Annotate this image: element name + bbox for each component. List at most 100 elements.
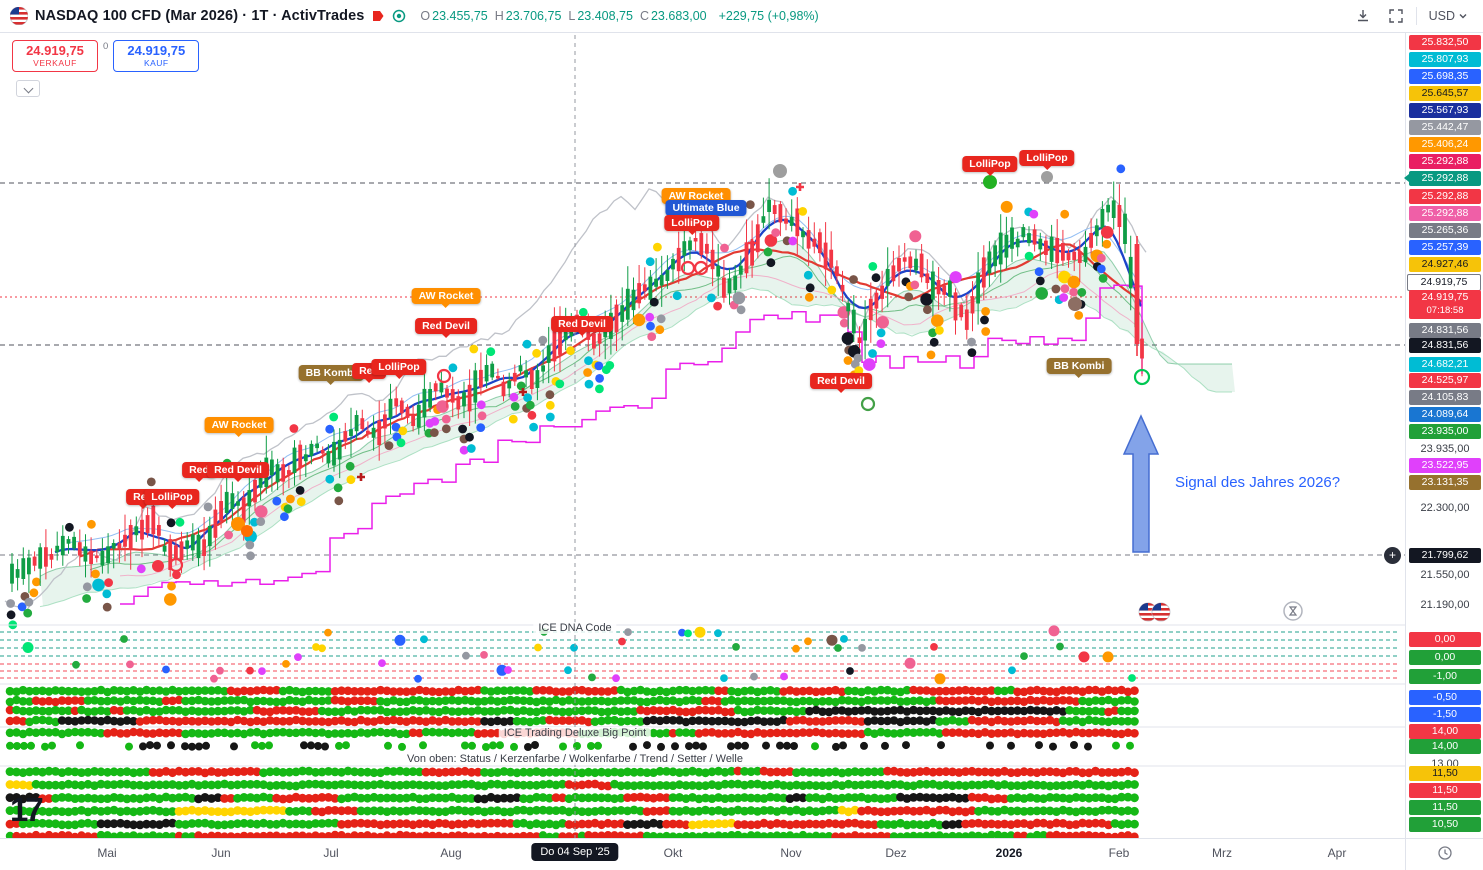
indicator-price-label: 11,50: [1409, 782, 1481, 798]
signal-callout[interactable]: BB Kombi: [1046, 358, 1112, 378]
indicator-price-label: 0,00: [1409, 649, 1481, 665]
dna-panel-title: ICE DNA Code: [533, 622, 617, 634]
crosshair-date-tooltip: Do 04 Sep '25: [531, 843, 619, 861]
buy-price: 24.919,75: [127, 43, 186, 58]
time-axis-label: Mai: [97, 846, 117, 860]
signal-callout[interactable]: Red Devil: [810, 373, 872, 393]
open-label: O: [420, 9, 431, 23]
signal-callout[interactable]: AW Rocket: [204, 417, 274, 437]
time-axis-label: Jul: [323, 846, 339, 860]
time-axis-label: Nov: [780, 846, 802, 860]
price-scale[interactable]: 25.832,50 25.807,93 25.698,35 25.645,57 25.5…: [1404, 32, 1483, 838]
indicator-price-label: 25.567,93: [1409, 102, 1481, 118]
teal-dot-icon[interactable]: [392, 9, 406, 23]
axis-price-label: 23.935,00: [1420, 442, 1470, 455]
axis-price-label: 21.190,00: [1420, 598, 1470, 611]
close-label: C: [639, 9, 649, 23]
indicator-price-label: 24.525,97: [1409, 372, 1481, 388]
deluxe-panel-subtitle: Von oben: Status / Kerzenfarbe / Wolkenf…: [402, 753, 748, 765]
indicator-price-label: 14,00: [1409, 738, 1481, 754]
collapse-chevron-icon: [23, 83, 34, 94]
indicator-price-label: 24.927,46: [1409, 256, 1481, 272]
indicator-price-label: 24.831,56: [1409, 322, 1481, 338]
indicator-price-label: 25.292,88: [1409, 153, 1481, 169]
symbol-title[interactable]: NASDAQ 100 CFD (Mar 2026) · 1T · ActivTr…: [35, 8, 365, 24]
indicator-price-label: 24.682,21: [1409, 356, 1481, 372]
indicator-price-label: 23.935,00: [1409, 423, 1481, 439]
add-alert-plus-button[interactable]: +: [1384, 547, 1401, 564]
signal-callout[interactable]: LolliPop: [371, 359, 427, 379]
high-label: H: [494, 9, 504, 23]
fullscreen-icon[interactable]: [1383, 5, 1409, 27]
indicator-price-label: 25.292,88: [1409, 205, 1481, 221]
time-axis-label: Dez: [885, 846, 907, 860]
axis-price-label: 22.300,00: [1420, 501, 1470, 514]
low-value: 23.408,75: [577, 9, 633, 23]
spread-value: 0: [103, 41, 109, 52]
sell-price: 24.919,75: [26, 43, 84, 58]
indicator-price-label: 25.442,47: [1409, 119, 1481, 135]
high-value: 23.706,75: [505, 9, 562, 23]
indicator-price-label: 21.799,62: [1409, 547, 1481, 563]
time-axis-label: 2026: [995, 846, 1023, 860]
us-flag-icon: [10, 7, 28, 25]
open-value: 23.455,75: [432, 9, 488, 23]
top-toolbar: NASDAQ 100 CFD (Mar 2026) · 1T · ActivTr…: [0, 0, 1483, 33]
main-chart-canvas[interactable]: [0, 0, 1405, 838]
signal-callout[interactable]: BB Kombi: [298, 365, 364, 385]
currency-value: USD: [1428, 9, 1455, 23]
indicator-price-label: 23.131,35: [1409, 474, 1481, 490]
signal-callout[interactable]: LolliPop: [144, 489, 200, 509]
indicator-price-label: 11,50: [1409, 799, 1481, 815]
tradingview-logo[interactable]: 17: [10, 791, 44, 828]
indicator-price-label: 25.645,57: [1409, 85, 1481, 101]
indicator-price-label: 24.105,83: [1409, 389, 1481, 405]
download-icon[interactable]: [1350, 5, 1376, 27]
indicator-price-label: 25.698,35: [1409, 68, 1481, 84]
collapse-chevron-button[interactable]: [16, 80, 40, 97]
indicator-price-label: 14,00: [1409, 723, 1481, 739]
time-axis-label: Aug: [440, 846, 462, 860]
indicator-price-label: 24.919,75: [1407, 273, 1481, 291]
time-axis-label: Mrz: [1212, 846, 1232, 860]
close-value: 23.683,00: [650, 9, 707, 23]
time-axis[interactable]: Mai Jun Jul Aug Okt Nov Dez 2026 Feb Mrz Apr Do 04…: [0, 838, 1483, 870]
indicator-price-label: 25.807,93: [1409, 51, 1481, 67]
change-value: +229,75 (+0,98%): [718, 9, 819, 23]
axis-corner-cell: [1405, 839, 1483, 870]
signal-callout[interactable]: Ultimate Blue: [665, 200, 747, 220]
time-axis-label: Okt: [663, 846, 683, 860]
signal-callout[interactable]: AW Rocket: [411, 288, 481, 308]
trade-widget: 24.919,75 VERKAUF 0 24.919,75 KAUF: [12, 40, 200, 72]
indicator-price-label: -0,50: [1409, 689, 1481, 705]
indicator-price-label: 25.406,24: [1409, 136, 1481, 152]
session-clock-icon[interactable]: [1437, 845, 1453, 866]
low-label: L: [568, 9, 576, 23]
indicator-price-label: -1,50: [1409, 706, 1481, 722]
indicator-price-label: 25.832,50: [1409, 34, 1481, 50]
time-axis-label: Feb: [1108, 846, 1130, 860]
sell-label: VERKAUF: [33, 58, 77, 68]
signal-callout[interactable]: LolliPop: [664, 215, 720, 235]
currency-selector[interactable]: USD: [1424, 6, 1473, 26]
indicator-price-label: 0,00: [1409, 631, 1481, 647]
axis-price-label: 21.550,00: [1420, 568, 1470, 581]
buy-button[interactable]: 24.919,75 KAUF: [113, 40, 200, 72]
indicator-price-label: 23.522,95: [1409, 457, 1481, 473]
indicator-price-label: -1,00: [1409, 668, 1481, 684]
signal-callout[interactable]: Red Devil: [207, 462, 269, 482]
indicator-price-label: 24.089,64: [1409, 406, 1481, 422]
ohlc-readout: O 23.455,75 H 23.706,75 L 23.408,75 C 23.683…: [413, 9, 706, 23]
chevron-down-icon: [1459, 14, 1467, 19]
indicator-price-label: 25.292,88: [1409, 188, 1481, 204]
signal-callout[interactable]: LolliPop: [962, 156, 1018, 176]
time-axis-label: Jun: [211, 846, 231, 860]
signal-annotation[interactable]: Signal des Jahres 2026?: [1175, 474, 1341, 491]
signal-callout[interactable]: Red Devil: [551, 316, 613, 336]
signal-callout[interactable]: Red Devil: [415, 318, 477, 338]
sell-button[interactable]: 24.919,75 VERKAUF: [12, 40, 98, 72]
current-price-label: 24.919,75 07:18:58: [1409, 290, 1481, 319]
signal-callout[interactable]: LolliPop: [1019, 150, 1075, 170]
red-tag-icon[interactable]: [371, 9, 385, 23]
